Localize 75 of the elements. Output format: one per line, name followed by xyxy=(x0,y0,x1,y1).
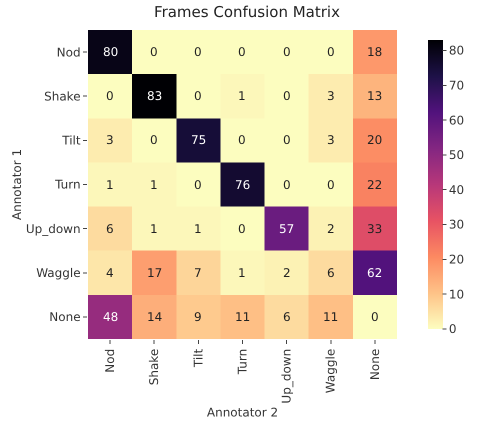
color-bar-label: 40 xyxy=(448,182,464,197)
data-label: 0 xyxy=(371,310,379,324)
data-label: 0 xyxy=(283,89,291,103)
data-label: 48 xyxy=(103,310,118,324)
data-label: 75 xyxy=(191,133,206,147)
data-label: 0 xyxy=(327,45,335,59)
y-tick-label: Turn xyxy=(54,178,81,192)
data-label: 6 xyxy=(106,222,114,236)
y-tick-label: Waggle xyxy=(36,266,81,280)
x-tick-label: Tilt xyxy=(191,348,206,368)
y-tick-label: Tilt xyxy=(61,134,81,148)
data-label: 3 xyxy=(106,133,114,147)
data-label: 4 xyxy=(106,266,114,280)
data-label: 6 xyxy=(327,266,335,280)
data-label: 2 xyxy=(327,222,335,236)
data-label: 33 xyxy=(367,222,382,236)
data-label: 0 xyxy=(150,45,158,59)
color-bar-label: 60 xyxy=(448,113,464,128)
data-label: 57 xyxy=(279,222,294,236)
data-label: 13 xyxy=(367,89,382,103)
data-label: 3 xyxy=(327,133,335,147)
data-label: 0 xyxy=(194,178,202,192)
data-label: 11 xyxy=(323,310,338,324)
data-label: 0 xyxy=(150,133,158,147)
data-label: 9 xyxy=(194,310,202,324)
data-label: 17 xyxy=(147,266,162,280)
data-label: 0 xyxy=(283,133,291,147)
color-bar-label: 10 xyxy=(448,287,464,302)
x-tick-label: Waggle xyxy=(324,348,338,394)
data-label: 62 xyxy=(367,266,382,280)
data-label: 1 xyxy=(150,178,158,192)
data-label: 80 xyxy=(103,45,118,59)
y-tick-label: Shake xyxy=(44,89,81,104)
data-label: 0 xyxy=(238,45,246,59)
data-label: 20 xyxy=(367,133,382,147)
data-label: 0 xyxy=(194,89,202,103)
data-label: 83 xyxy=(147,89,162,103)
data-label: 1 xyxy=(106,178,114,192)
color-bar-label: 0 xyxy=(448,322,457,336)
x-tick-label: Nod xyxy=(102,348,117,373)
x-axis-title: Annotator 2 xyxy=(206,406,278,420)
data-label: 0 xyxy=(327,178,335,192)
y-axis-title: Annotator 1 xyxy=(10,148,24,220)
chart-title: Frames Confusion Matrix xyxy=(154,2,340,21)
y-tick-label: Up_down xyxy=(26,222,81,236)
color-bar-label: 30 xyxy=(448,218,464,232)
color-bar-label: 80 xyxy=(448,44,464,58)
data-label: 1 xyxy=(150,222,158,236)
data-label: 22 xyxy=(367,178,382,192)
data-label: 6 xyxy=(283,310,291,324)
data-label: 11 xyxy=(235,310,250,324)
x-tick-label: Shake xyxy=(147,348,162,386)
data-label: 0 xyxy=(283,178,291,192)
data-label: 3 xyxy=(327,89,335,103)
data-label: 0 xyxy=(238,133,246,147)
y-tick-label: Nod xyxy=(56,45,81,60)
x-tick-label: Up_down xyxy=(280,348,294,404)
data-label: 2 xyxy=(283,266,291,280)
color-bar-label: 20 xyxy=(448,252,464,267)
data-label: 0 xyxy=(238,222,246,236)
data-label: 18 xyxy=(367,45,382,59)
data-label: 1 xyxy=(238,89,246,103)
y-tick-label: None xyxy=(49,310,81,324)
data-label: 1 xyxy=(238,266,246,280)
color-bar-label: 50 xyxy=(448,148,464,162)
data-label: 76 xyxy=(235,178,250,192)
data-label: 0 xyxy=(194,45,202,59)
data-label: 1 xyxy=(194,222,202,236)
data-label: 0 xyxy=(106,89,114,103)
x-tick-label: Turn xyxy=(235,348,250,376)
data-label: 7 xyxy=(194,266,202,280)
x-tick-label: None xyxy=(368,348,382,380)
data-label: 14 xyxy=(147,310,162,324)
color-bar-label: 70 xyxy=(448,78,464,92)
data-label: 0 xyxy=(283,45,291,59)
